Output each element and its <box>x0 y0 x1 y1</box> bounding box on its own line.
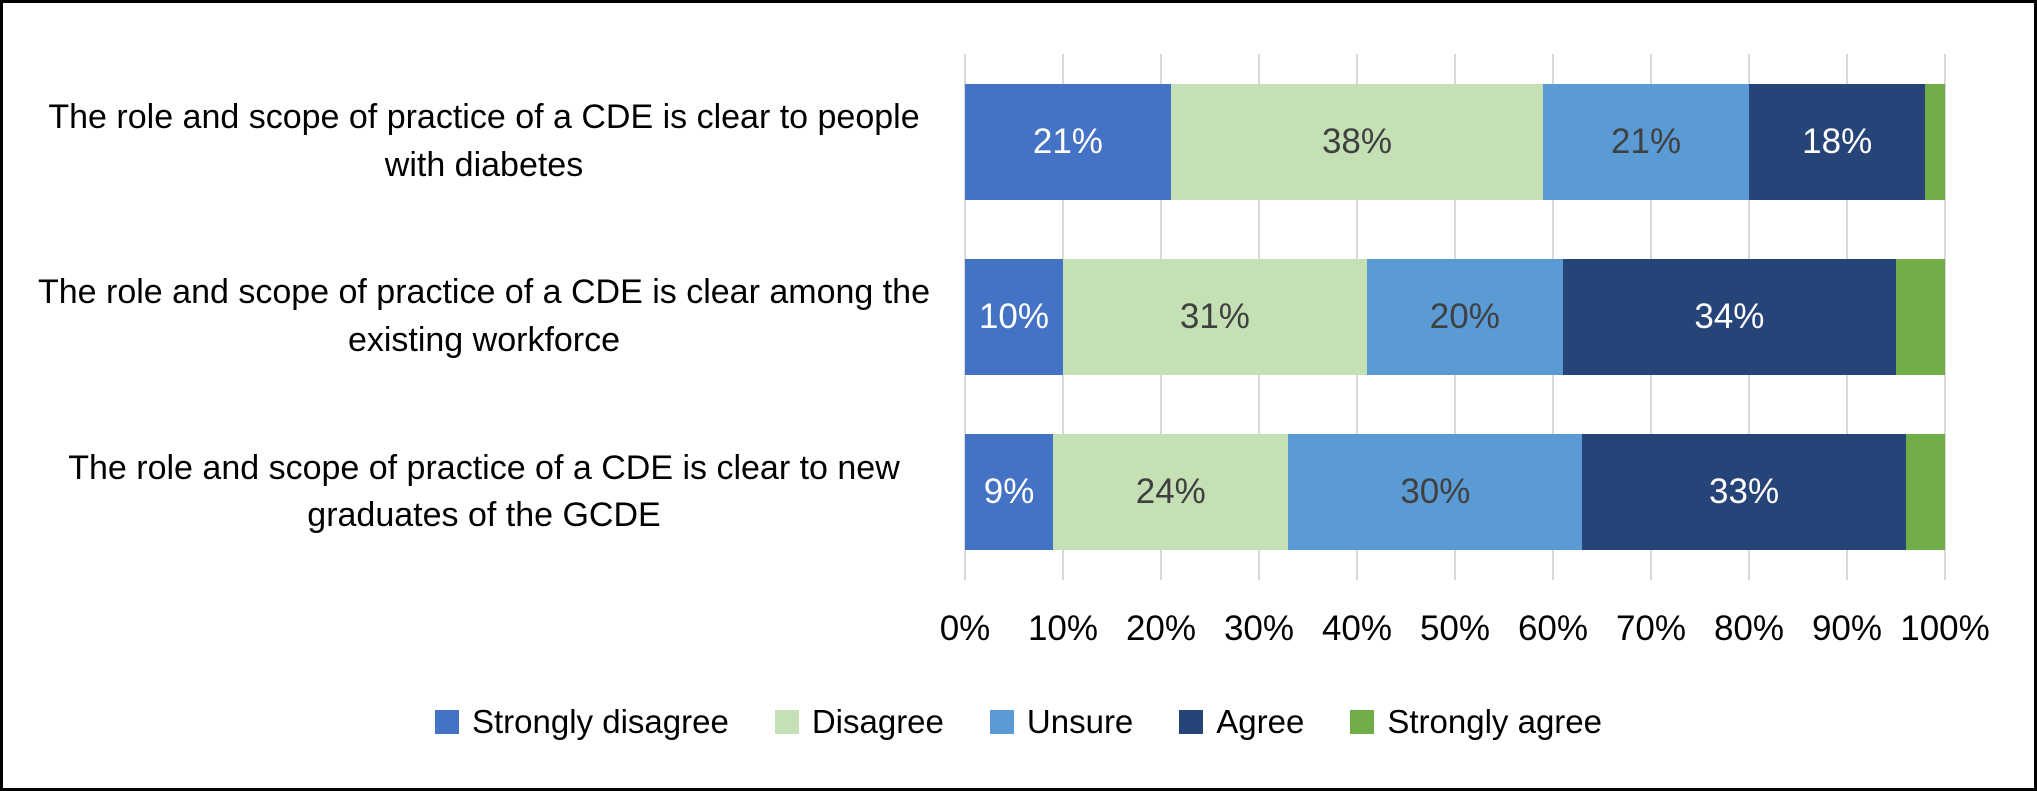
bar-segment-strongly-disagree: 10% <box>965 259 1063 375</box>
x-tick-label: 80% <box>1713 609 1785 648</box>
data-label: 31% <box>1179 297 1250 336</box>
data-label: 9% <box>983 472 1035 512</box>
legend-swatch-unsure-icon <box>989 710 1014 734</box>
legend-item-unsure: Unsure <box>989 703 1134 741</box>
x-tick-label: 90% <box>1811 609 1883 648</box>
bar-row: 21% 38% 21% 18% <box>965 83 1945 200</box>
legend-swatch-strongly-disagree-icon <box>435 710 459 734</box>
data-label: 10% <box>978 297 1050 336</box>
legend-swatch-disagree-icon <box>774 710 799 734</box>
bar-segment-strongly-disagree: 21% <box>965 83 1171 200</box>
x-tick-label: 10% <box>1027 609 1099 648</box>
bar-segment-agree: 33% <box>1582 434 1906 551</box>
plot-area: 21% 38% 21% 18% 10% 31% 20% 34% 9% 24% 30% 33% <box>964 54 1946 580</box>
x-tick-label: 100% <box>1900 609 1990 648</box>
legend-item-agree: Agree <box>1179 703 1304 741</box>
bar-segment-strongly-disagree: 9% <box>965 434 1054 551</box>
category-label: The role and scope of practice of a CDE … <box>37 273 931 359</box>
legend-label: Disagree <box>811 703 944 740</box>
x-tick-label: 40% <box>1321 609 1393 648</box>
x-tick-label: 30% <box>1223 609 1295 648</box>
data-label: 38% <box>1321 121 1393 161</box>
data-label: 24% <box>1135 472 1206 512</box>
gridline <box>1944 54 1946 580</box>
data-label: 18% <box>1802 121 1873 161</box>
x-tick-label: 60% <box>1517 609 1589 648</box>
bar-row: 9% 24% 30% 33% <box>965 434 1945 551</box>
legend-label: Unsure <box>1026 703 1134 740</box>
category-label: The role and scope of practice of a CDE … <box>48 98 920 184</box>
bar-segment-strongly-agree <box>1895 259 1945 375</box>
data-label: 33% <box>1709 472 1780 512</box>
x-tick-label: 0% <box>939 609 991 648</box>
legend-label: Strongly agree <box>1387 703 1602 740</box>
bar-segment-unsure: 20% <box>1366 259 1563 375</box>
x-tick-label: 50% <box>1419 609 1491 648</box>
bar-segment-disagree: 31% <box>1063 259 1367 375</box>
bar-segment-strongly-agree <box>1925 83 1945 200</box>
legend-item-strongly-disagree: Strongly disagree <box>435 703 729 741</box>
legend-swatch-agree-icon <box>1179 710 1204 734</box>
data-label: 21% <box>1611 121 1682 161</box>
bar-segment-strongly-agree <box>1905 434 1945 551</box>
legend-item-disagree: Disagree <box>774 703 944 741</box>
bar-segment-unsure: 21% <box>1543 83 1749 200</box>
x-tick-label: 70% <box>1615 609 1687 648</box>
data-label: 21% <box>1032 121 1103 161</box>
bar-segment-disagree: 38% <box>1170 83 1544 200</box>
x-tick-label: 20% <box>1125 609 1197 648</box>
bar-segment-agree: 18% <box>1748 83 1926 200</box>
data-label: 30% <box>1400 472 1471 512</box>
bar-segment-disagree: 24% <box>1053 434 1289 551</box>
legend-label: Strongly disagree <box>472 703 729 740</box>
x-axis: 0% 10% 20% 30% 40% 50% 60% 70% 80% 90% 100% <box>940 609 1990 659</box>
bar-segment-unsure: 30% <box>1288 434 1583 551</box>
legend-item-strongly-agree: Strongly agree <box>1350 703 1602 741</box>
legend-swatch-strongly-agree-icon <box>1350 710 1375 734</box>
data-label: 34% <box>1694 297 1765 336</box>
data-label: 20% <box>1429 297 1500 336</box>
bar-segment-agree: 34% <box>1562 259 1896 375</box>
legend-label: Agree <box>1216 703 1305 740</box>
bar-row: 10% 31% 20% 34% <box>965 259 1945 375</box>
category-label: The role and scope of practice of a CDE … <box>68 448 900 535</box>
legend: Strongly disagree Disagree Unsure Agree Stro… <box>3 703 2034 741</box>
